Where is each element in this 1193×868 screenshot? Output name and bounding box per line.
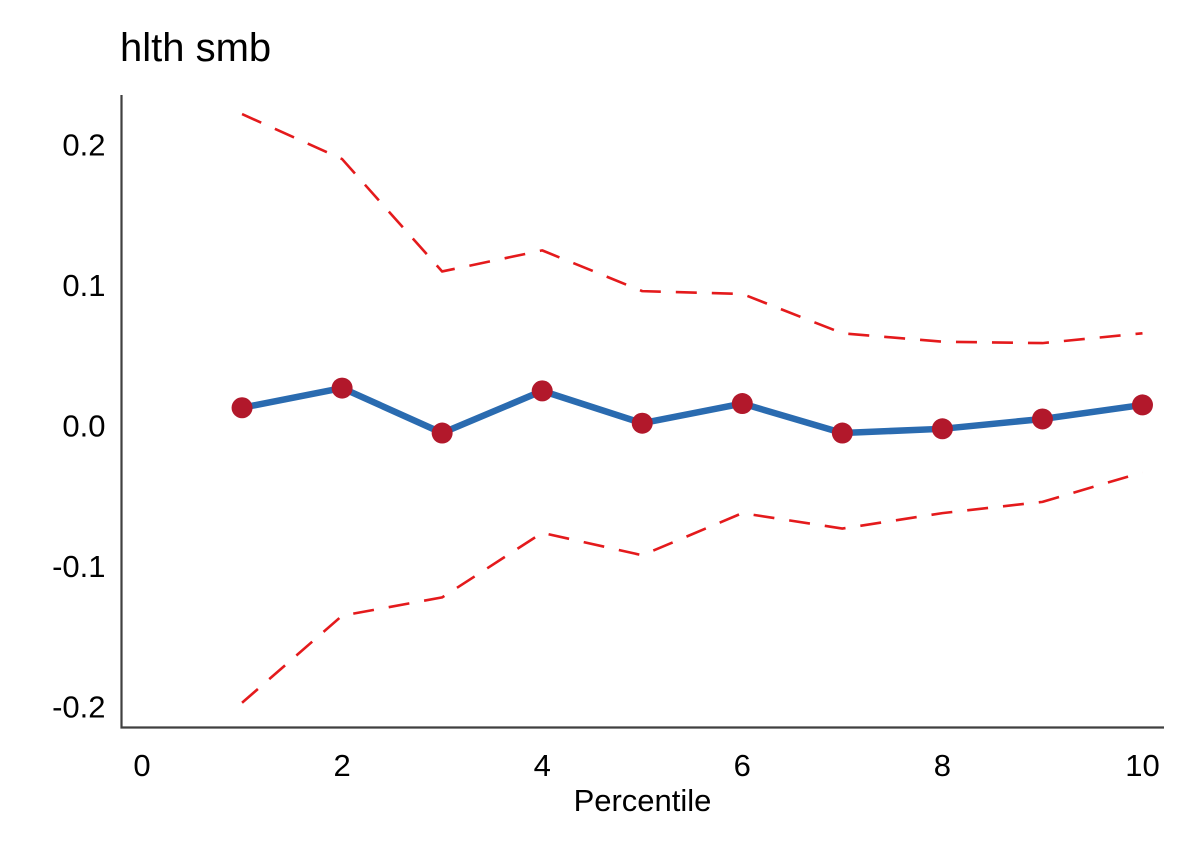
x-axis-title: Percentile [573, 783, 712, 818]
series-estimate-point-2 [331, 377, 353, 399]
x-tick-label: 4 [534, 748, 551, 783]
y-tick-label: 0.0 [62, 409, 105, 444]
series-estimate-point-3 [431, 422, 453, 444]
series-estimate-point-6 [731, 393, 753, 415]
x-tick-label: 10 [1125, 748, 1159, 783]
y-tick-label: -0.1 [52, 549, 105, 584]
series-estimate-point-8 [931, 418, 953, 440]
series-estimate-point-10 [1131, 394, 1153, 416]
series-estimate-point-5 [631, 412, 653, 434]
y-tick-label: 0.1 [62, 268, 105, 303]
x-tick-label: 2 [333, 748, 350, 783]
series-estimate-point-1 [231, 397, 253, 419]
series-estimate-point-7 [831, 422, 853, 444]
series-estimate-line [241, 384, 1143, 437]
axis-spines [120, 95, 1164, 729]
y-tick-label: 0.2 [62, 128, 105, 163]
x-tick-label: 6 [734, 748, 751, 783]
series-upper-ci-line [241, 112, 1143, 345]
series-estimate-point-4 [531, 380, 553, 402]
x-tick-label: 0 [133, 748, 150, 783]
series-lower-ci-line [241, 471, 1143, 704]
x-tick-label: 8 [934, 748, 951, 783]
chart-title: hlth smb [120, 26, 272, 70]
series-estimate-point-9 [1031, 408, 1053, 430]
y-tick-label: -0.2 [52, 689, 105, 724]
